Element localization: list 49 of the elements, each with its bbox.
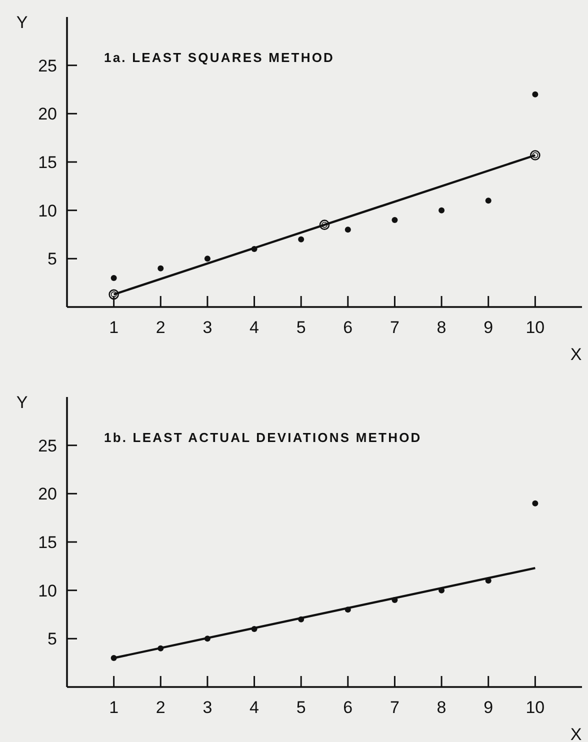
- point: [532, 91, 538, 98]
- x-tick-label: 7: [390, 698, 400, 717]
- x-tick-label: 3: [202, 318, 212, 337]
- x-axis-title: X: [570, 725, 582, 742]
- x-tick-label: 1: [109, 698, 119, 717]
- point: [532, 500, 538, 506]
- y-axis-title: Y: [16, 393, 28, 412]
- y-tick-label: 15: [38, 532, 57, 552]
- point: [110, 275, 117, 281]
- x-tick-label: 4: [250, 318, 260, 337]
- x-tick-label: 8: [436, 698, 446, 717]
- y-tick-label: 20: [38, 104, 57, 124]
- x-tick-label: 2: [156, 698, 166, 717]
- point: [298, 236, 304, 242]
- x-tick-label: 7: [390, 318, 400, 337]
- x-axis-title: X: [570, 345, 582, 364]
- point: [530, 150, 540, 160]
- x-tick-label: 5: [296, 318, 306, 337]
- x-tick-label: 2: [156, 318, 166, 337]
- x-tick-label: 9: [484, 318, 494, 337]
- x-tick-label: 9: [484, 698, 494, 717]
- x-tick-label: 6: [343, 698, 353, 717]
- y-tick-label: 25: [38, 56, 57, 76]
- text: 1b. LEAST ACTUAL DEVIATIONS METHOD: [104, 430, 422, 445]
- point: [438, 207, 445, 214]
- y-tick-label: 5: [48, 250, 57, 269]
- point: [158, 265, 164, 272]
- point: [319, 220, 330, 230]
- x-tick-label: 6: [343, 318, 353, 337]
- y-tick-label: 25: [38, 436, 57, 456]
- text: 1a. LEAST SQUARES METHOD: [104, 50, 335, 65]
- x-tick-label: 10: [526, 698, 545, 717]
- point: [344, 226, 351, 233]
- x-tick-label: 3: [202, 698, 212, 717]
- point: [485, 198, 492, 204]
- point: [108, 289, 119, 300]
- y-tick-label: 20: [38, 484, 57, 504]
- x-tick-label: 4: [250, 698, 260, 717]
- x-tick-label: 1: [109, 318, 119, 337]
- y-tick-label: 10: [38, 581, 57, 600]
- point: [204, 256, 210, 262]
- x-tick-label: 10: [526, 318, 545, 337]
- y-tick-label: 5: [48, 630, 57, 649]
- x-tick-label: 8: [436, 318, 446, 337]
- y-axis-title: Y: [16, 13, 28, 32]
- x-tick-label: 5: [296, 698, 306, 717]
- y-tick-label: 10: [38, 201, 57, 220]
- y-tick-label: 15: [38, 152, 57, 172]
- point: [392, 217, 398, 223]
